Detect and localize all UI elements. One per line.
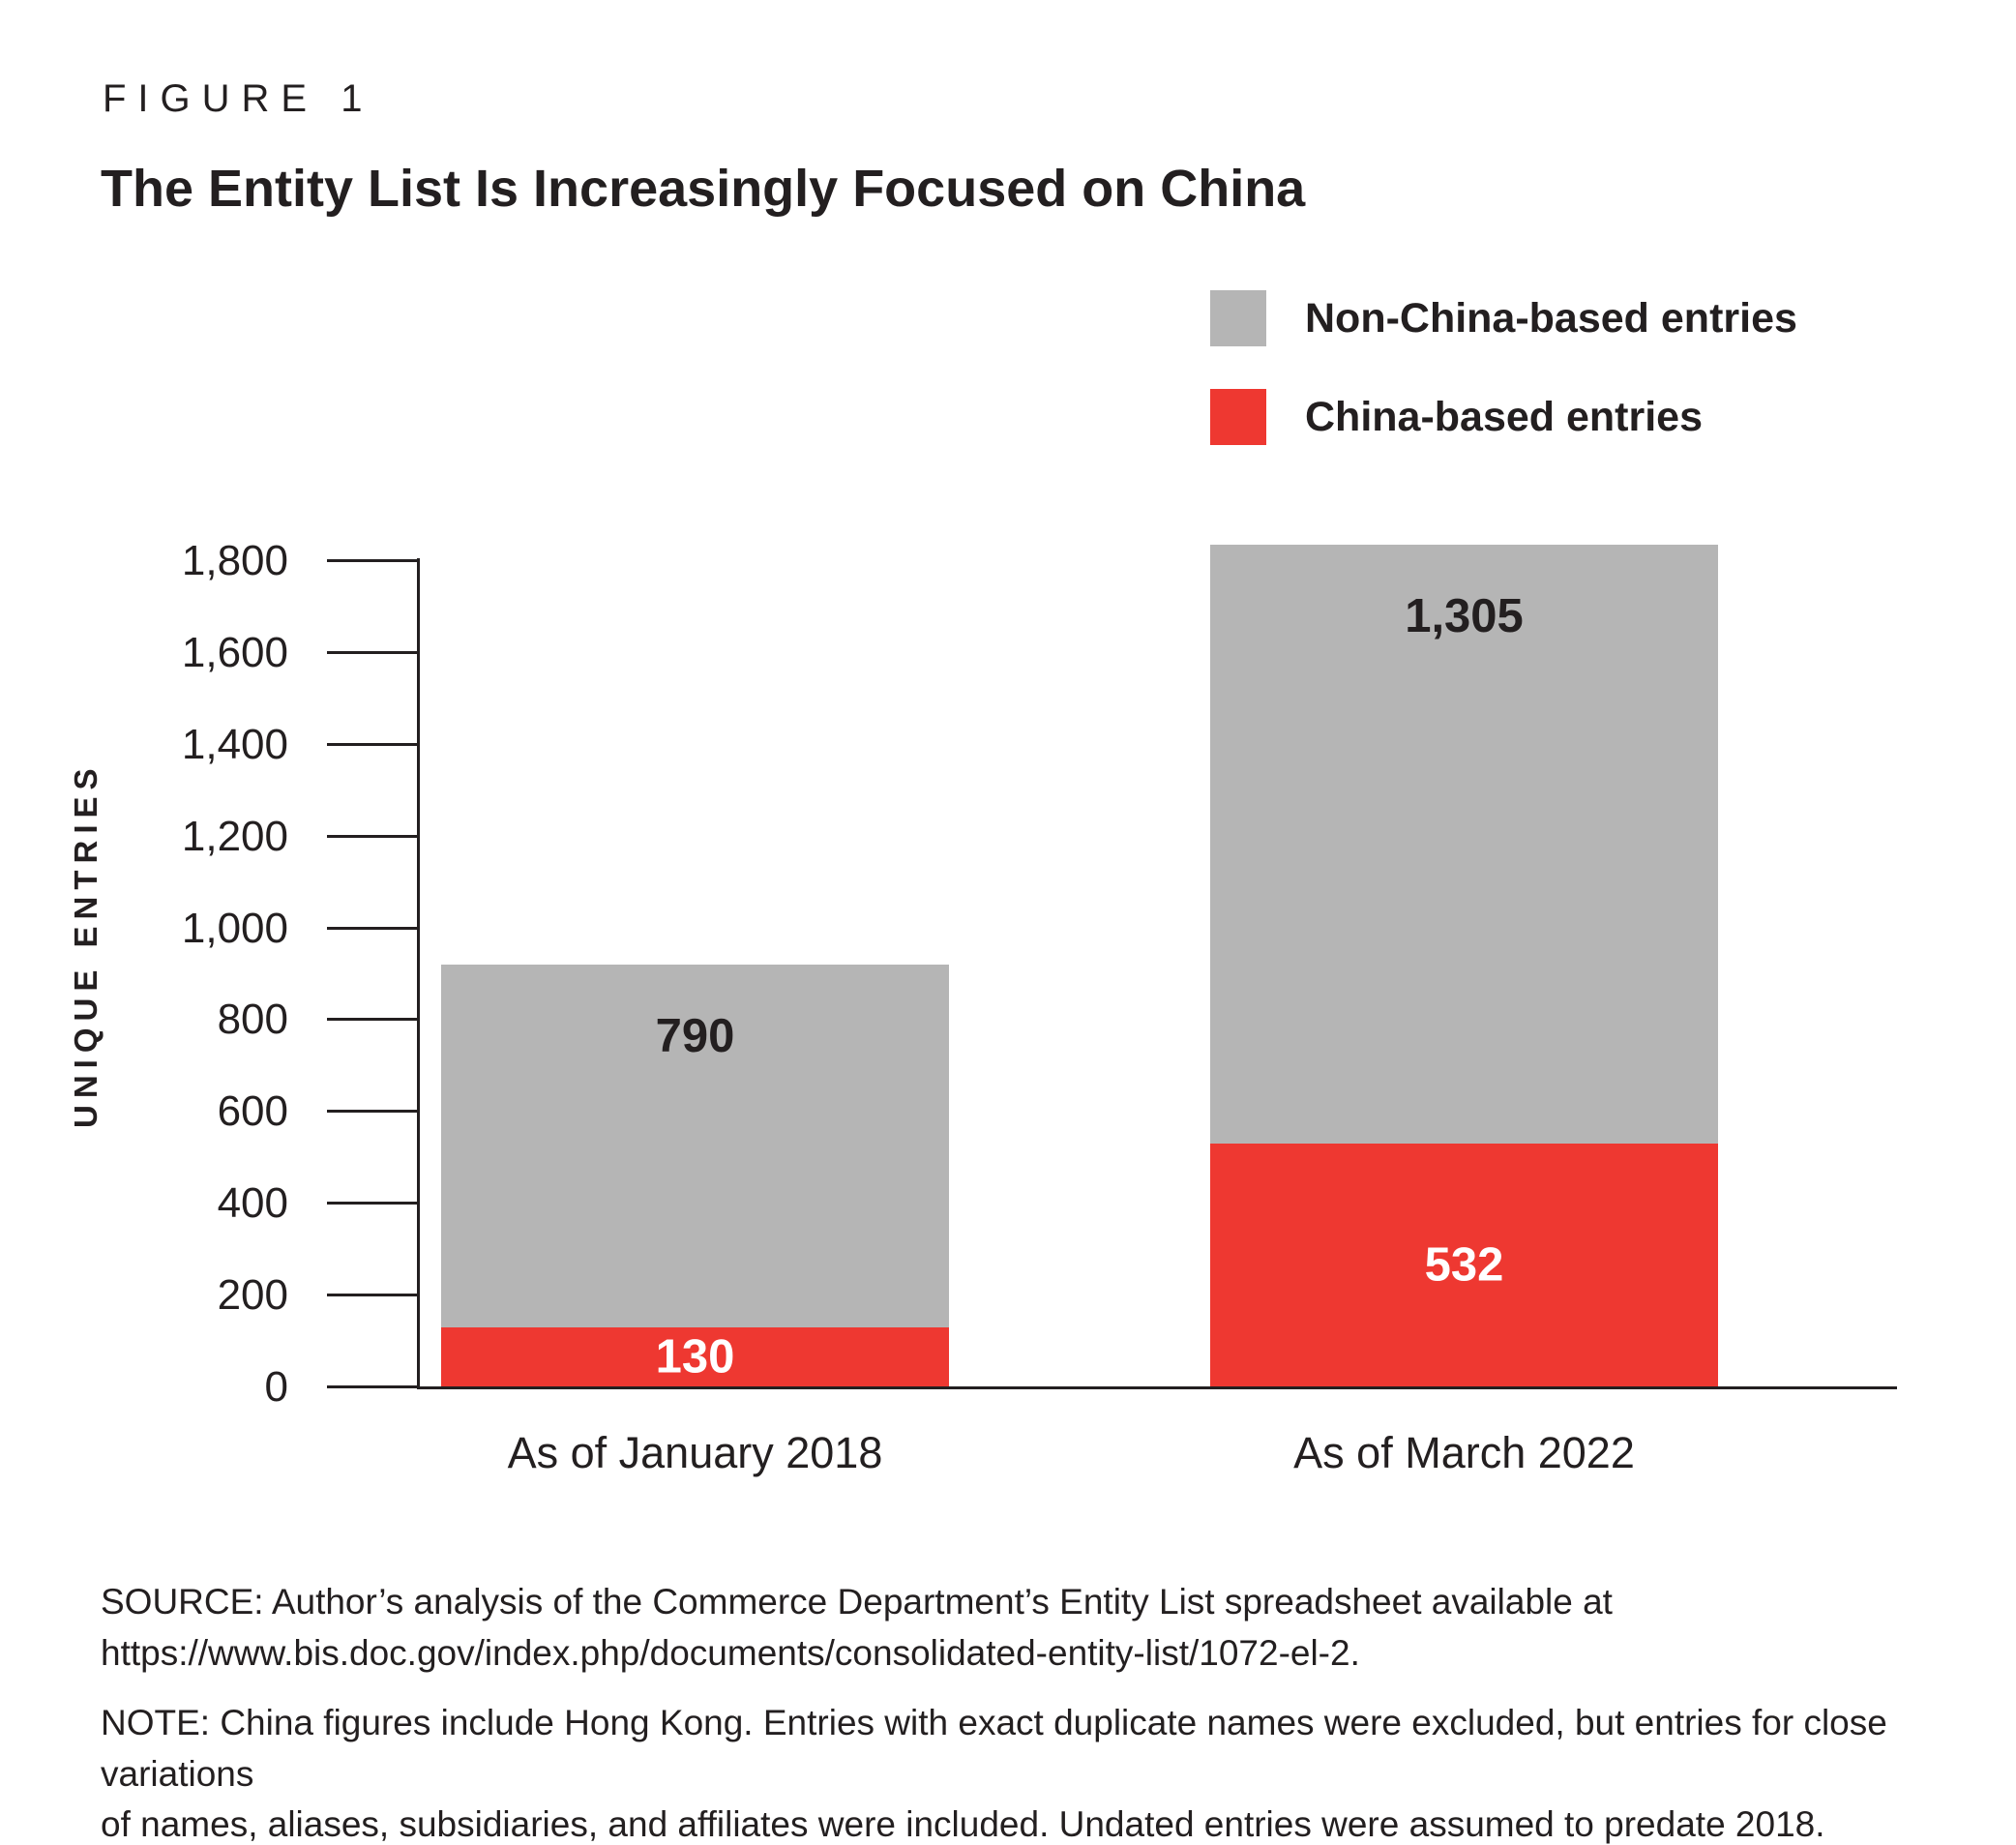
y-axis-tick xyxy=(327,559,417,562)
bar-value-label: 1,305 xyxy=(1405,590,1524,642)
legend-swatch-icon xyxy=(1210,290,1266,346)
legend-swatch-icon xyxy=(1210,389,1266,445)
stacked-bar: 532 1,305 xyxy=(1210,545,1718,1387)
plot-area: 0 200 400 600 800 1,000 1,200 1,400 1,600 1,800 13… xyxy=(182,503,1897,1477)
y-axis-tick-label: 1,000 xyxy=(181,905,288,952)
y-axis-tick xyxy=(327,1385,417,1388)
bar-value-label: 532 xyxy=(1424,1238,1504,1292)
legend-item: China-based entries xyxy=(1210,389,1797,445)
y-axis-tick xyxy=(327,651,417,654)
y-axis-tick-label: 1,800 xyxy=(181,537,288,584)
x-axis-category-label: As of January 2018 xyxy=(507,1428,883,1477)
y-axis-tick xyxy=(327,1294,417,1296)
y-axis-tick-label: 0 xyxy=(264,1363,288,1411)
y-axis-tick-label: 1,400 xyxy=(181,721,288,768)
bar-segment-non-china: 790 xyxy=(441,965,949,1327)
bar-value-label: 790 xyxy=(655,1010,735,1062)
y-axis-tick-label: 800 xyxy=(217,996,288,1043)
y-axis-tick-label: 1,200 xyxy=(181,813,288,860)
legend-item-label: China-based entries xyxy=(1305,393,1703,440)
y-axis-tick xyxy=(327,927,417,930)
y-axis-tick xyxy=(327,1202,417,1205)
y-axis-line xyxy=(417,558,420,1389)
figure-number: FIGURE 1 xyxy=(103,77,374,120)
y-axis-tick xyxy=(327,835,417,838)
x-axis-category-label: As of March 2022 xyxy=(1293,1428,1635,1477)
bar-segment-china: 532 xyxy=(1210,1144,1718,1387)
legend-item: Non-China-based entries xyxy=(1210,290,1797,346)
y-axis-tick-label: 1,600 xyxy=(181,629,288,676)
figure-title: The Entity List Is Increasingly Focused … xyxy=(101,160,1306,218)
stacked-bar: 130 790 xyxy=(441,965,949,1387)
y-axis-tick-label: 400 xyxy=(217,1179,288,1227)
note-text: NOTE: China figures include Hong Kong. E… xyxy=(101,1703,1887,1845)
y-axis-tick-label: 200 xyxy=(217,1271,288,1319)
y-axis-tick xyxy=(327,1110,417,1113)
y-axis-tick xyxy=(327,743,417,746)
legend-item-label: Non-China-based entries xyxy=(1305,294,1797,342)
bar-segment-china: 130 xyxy=(441,1327,949,1387)
y-axis-tick xyxy=(327,1018,417,1021)
y-axis-tick-label: 600 xyxy=(217,1087,288,1135)
bar-segment-non-china: 1,305 xyxy=(1210,545,1718,1144)
source-text: SOURCE: Author’s analysis of the Commerc… xyxy=(101,1582,1613,1673)
chart-legend: Non-China-based entries China-based entri… xyxy=(1210,290,1797,445)
bar-value-label: 130 xyxy=(655,1330,735,1384)
x-axis-line xyxy=(417,1386,1897,1389)
